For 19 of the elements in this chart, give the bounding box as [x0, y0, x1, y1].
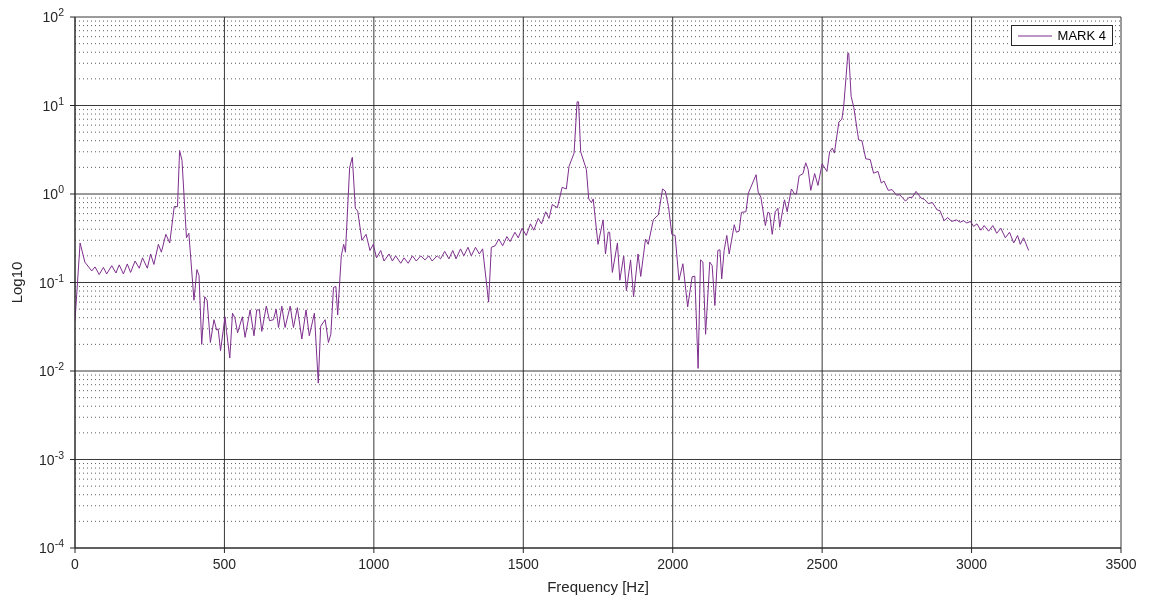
- legend-label: MARK 4: [1057, 28, 1106, 43]
- y-tick-label: 10$^{0}$: [42, 183, 65, 202]
- x-tick-label: 2000: [657, 556, 689, 572]
- x-tick-label: 1000: [358, 556, 390, 572]
- y-tick-label: 10$^{-3}$: [39, 448, 65, 468]
- x-tick-label: 0: [71, 556, 80, 572]
- y-axis-title: Log10: [8, 261, 26, 304]
- x-tick-label: 1500: [507, 556, 540, 572]
- line-series: [75, 52, 1030, 384]
- y-tick-label: 10$^{2}$: [42, 6, 65, 25]
- x-axis-title: Frequency [Hz]: [547, 578, 649, 595]
- x-tick-label: 500: [212, 556, 237, 572]
- y-tick-label: 10$^{-1}$: [39, 271, 65, 291]
- x-tick-label: 2500: [806, 556, 838, 572]
- x-tick-label: 3500: [1105, 556, 1137, 572]
- y-tick-label: 10$^{-4}$: [39, 537, 65, 556]
- y-tick-label: 10$^{1}$: [42, 94, 65, 114]
- y-tick-label: 10$^{-2}$: [39, 360, 65, 379]
- x-tick-label: 3000: [955, 556, 988, 572]
